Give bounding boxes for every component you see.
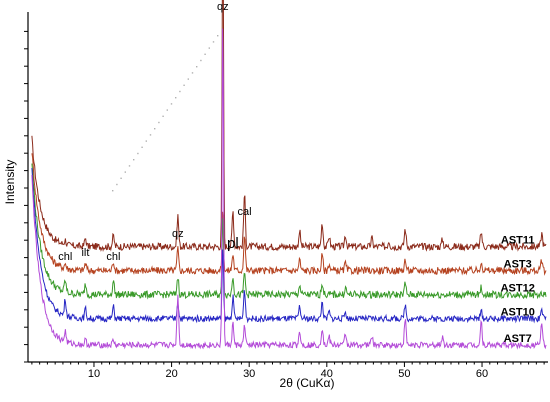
dotted-trail-dot — [128, 165, 131, 167]
series-line-ast3 — [31, 153, 547, 276]
series-labels: AST11 AST3 AST12 AST10 AST7 — [501, 235, 535, 345]
series-label-ast11: AST11 — [501, 235, 535, 247]
peak-annotation-pl: pl — [227, 235, 239, 252]
axes: 10 20 30 40 50 60 — [24, 12, 548, 380]
dotted-trail-dot — [204, 53, 206, 55]
dotted-trail-dot — [217, 35, 219, 37]
dotted-trail-dot — [166, 109, 168, 111]
y-axis-title: Intensity — [3, 160, 17, 205]
x-tick-label: 40 — [321, 368, 333, 380]
dotted-trail-dot — [112, 190, 114, 192]
dotted-trail-dot — [191, 72, 194, 74]
dotted-trail-dot — [158, 121, 160, 124]
dotted-trail-dot — [116, 183, 118, 186]
series-line-ast11 — [31, 0, 547, 252]
dotted-trail-dot — [175, 97, 177, 99]
series-label-ast12: AST12 — [501, 283, 535, 295]
dotted-trail-dot — [183, 84, 185, 86]
peak-annotation-qz: qz — [172, 228, 184, 240]
dotted-trail-dot — [154, 128, 156, 130]
dotted-trail-dot — [145, 140, 147, 142]
dotted-trail-dot — [187, 78, 189, 80]
series-line-ast10 — [31, 167, 547, 324]
series-line-ast7 — [31, 28, 547, 350]
dotted-trail-dot — [200, 59, 202, 62]
x-tick-label: 20 — [165, 368, 177, 380]
peak-annotation-ilt: ilt — [81, 247, 89, 259]
peak-annotation-qz: qz — [217, 1, 229, 13]
dotted-trail-dot — [212, 41, 215, 43]
x-tick-label: 60 — [476, 368, 488, 380]
series-line-ast12 — [31, 163, 547, 300]
series-label-ast7: AST7 — [504, 333, 532, 345]
dotted-trail-dot — [162, 115, 164, 117]
x-tick-label: 50 — [398, 368, 410, 380]
x-tick-label: 30 — [243, 368, 255, 380]
dotted-trail-dot — [124, 171, 126, 173]
dotted-trail-dot — [179, 90, 181, 93]
series-label-ast10: AST10 — [501, 307, 535, 319]
x-tick-label: 10 — [88, 368, 100, 380]
dotted-trail-dot — [133, 159, 135, 161]
dotted-trail-dot — [149, 134, 152, 136]
dotted-trail-dot — [120, 177, 122, 179]
series-label-ast3: AST3 — [504, 259, 532, 271]
peak-annotation-chl: chl — [58, 251, 72, 263]
traces — [31, 0, 547, 350]
dotted-trail-dot — [196, 66, 198, 68]
dotted-trail — [112, 35, 219, 192]
peak-annotation-chl: chl — [106, 251, 120, 263]
dotted-trail-dot — [141, 146, 143, 148]
dotted-trail-dot — [208, 47, 210, 49]
annotations: chl ilt chl qz qz pl cal — [58, 1, 251, 263]
peak-annotation-cal: cal — [238, 206, 252, 218]
dotted-trail-dot — [137, 152, 139, 155]
x-axis-title: 2θ (CuKα) — [280, 376, 335, 390]
dotted-trail-dot — [170, 103, 173, 105]
